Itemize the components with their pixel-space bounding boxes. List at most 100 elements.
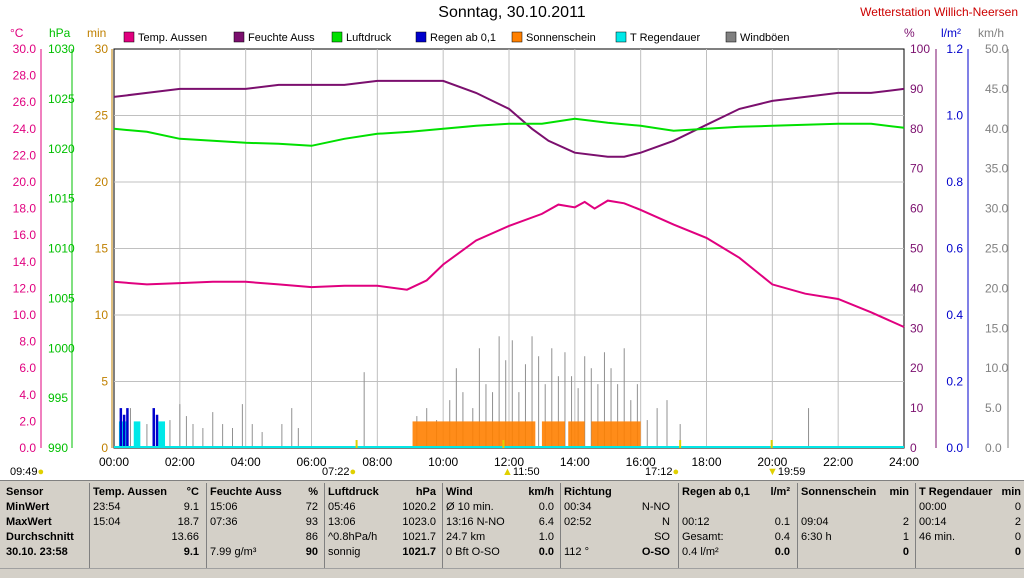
stats-cell-label: 7.99 g/m³ (210, 546, 257, 558)
stats-row: 13:06 1023.0 (328, 515, 436, 530)
stats-cell-value: 9.1 (183, 546, 199, 558)
humidity-tick-label: 20 (910, 361, 924, 375)
stats-row: 23:54 9.1 (93, 500, 199, 515)
temp-tick-label: 22.0 (13, 148, 37, 162)
legend-label: Regen ab 0,1 (430, 32, 496, 44)
stats-cell-value: 1.0 (538, 531, 554, 543)
temp-tick-label: 24.0 (13, 122, 37, 136)
stats-cell-value: N-NO (641, 501, 670, 513)
temp-tick-label: 4.0 (19, 388, 36, 402)
x-tick-label: 00:00 (99, 455, 129, 469)
stats-header-unit: hPa (415, 486, 436, 498)
rain-unit-label: l/m² (941, 26, 961, 40)
legend-label: Feuchte Auss (248, 32, 315, 44)
wind-tick-label: 20.0 (985, 281, 1009, 295)
humidity-tick-label: 30 (910, 321, 924, 335)
stats-cell-value: 0 (1014, 501, 1021, 513)
legend-label: Windböen (740, 32, 790, 44)
humidity-line (113, 79, 905, 158)
legend-label: Temp. Aussen (138, 32, 207, 44)
rain-bar (122, 414, 126, 448)
stats-column-header: Feuchte Auss% (210, 484, 318, 500)
rain-bar (152, 408, 155, 448)
stats-column: Feuchte Auss% 15:06 72 07:36 93 86 7.99 g/m³ 90 (210, 484, 318, 574)
stats-cell-value: 9.1 (183, 501, 199, 513)
stats-row: 0 (919, 545, 1021, 560)
stats-cell-value: 0.4 (774, 531, 790, 543)
stats-cell-label: 6:30 h (801, 531, 832, 543)
wind-unit-label: km/h (978, 26, 1004, 40)
stats-cell-value: 2 (902, 516, 909, 528)
wind-tick-label: 45.0 (985, 82, 1009, 96)
wind-tick-label: 40.0 (985, 122, 1009, 136)
stats-row: 24.7 km 1.0 (446, 530, 554, 545)
stats-column: Wind km/h Ø 10 min. 0.0 13:16 N-NO 6.4 24.7 km… (446, 484, 554, 574)
humidity-tick-label: 50 (910, 242, 924, 256)
stats-header-label: Sensor (6, 486, 44, 498)
stats-separator (915, 483, 916, 575)
humidity-tick-label: 40 (910, 281, 924, 295)
x-tick-label: 02:00 (165, 455, 195, 469)
stats-cell-label: 0.4 l/m² (682, 546, 719, 558)
stats-cell-label: 00:00 (919, 501, 947, 513)
stats-row: 02:52 N (564, 515, 670, 530)
stats-row: 86 (210, 530, 318, 545)
x-tick-label: 12:00 (494, 455, 524, 469)
wind-tick-label: 50.0 (985, 42, 1009, 56)
stats-separator (560, 483, 561, 575)
x-tick-label: 08:00 (362, 455, 392, 469)
stats-row-label: MaxWert (6, 516, 52, 528)
stats-cell-label: 00:34 (564, 501, 592, 513)
legend-swatch (123, 31, 135, 43)
noon-marker: ▲11:50 (502, 466, 540, 478)
stats-column-header: Luftdruck hPa (328, 484, 436, 500)
sunshine-span (568, 421, 585, 448)
stats-row: 00:34 N-NO (564, 500, 670, 515)
stats-column-header: Regen ab 0,1 l/m² (682, 484, 790, 500)
stats-cell-label: 13:16 N-NO (446, 516, 505, 528)
temp-tick-label: 28.0 (13, 69, 37, 83)
pressure-tick-label: 1020 (48, 142, 75, 156)
stats-column: Sonnenschein min 09:04 2 6:30 h 1 0 (801, 484, 909, 574)
stats-header-label: Sonnenschein (801, 486, 877, 498)
stats-column: Regen ab 0,1 l/m² 00:12 0.1 Gesamt: 0.4 0.4 l/… (682, 484, 790, 574)
pressure-tick-label: 995 (48, 391, 68, 405)
stats-cell-value: 13.66 (171, 531, 199, 543)
stats-cell-label: 07:36 (210, 516, 238, 528)
pressure-tick-label: 1005 (48, 291, 75, 305)
wind-tick-label: 0.0 (985, 441, 1002, 455)
legend-swatch (233, 31, 245, 43)
humidity-tick-label: 100 (910, 42, 930, 56)
stats-row: MaxWert (6, 515, 86, 530)
stats-header-unit: min (1001, 486, 1021, 498)
stats-row (682, 500, 790, 515)
minutes-tick-label: 15 (95, 242, 109, 256)
stats-header-label: Wind (446, 486, 473, 498)
x-tick-label: 16:00 (626, 455, 656, 469)
legend-label: Luftdruck (346, 32, 392, 44)
stats-row: Gesamt: 0.4 (682, 530, 790, 545)
humidity-tick-label: 10 (910, 401, 924, 415)
stats-cell-label: ^0.8hPa/h (328, 531, 378, 543)
stats-column: Luftdruck hPa 05:46 1020.2 13:06 1023.0 ^0.8hP… (328, 484, 436, 574)
pressure-tick-label: 1000 (48, 341, 75, 355)
stats-row: 0 (801, 545, 909, 560)
minutes-tick-label: 0 (101, 441, 108, 455)
rain-tick-label: 0.6 (946, 242, 963, 256)
stats-row: 6:30 h 1 (801, 530, 909, 545)
sunshine-span (412, 421, 536, 448)
stats-cell-value: 2 (1014, 516, 1021, 528)
stats-row: 07:36 93 (210, 515, 318, 530)
minutes-unit-label: min (87, 26, 106, 40)
humidity-tick-label: 60 (910, 202, 924, 216)
pressure-line (113, 117, 905, 147)
temp-tick-label: 26.0 (13, 95, 37, 109)
stats-cell-label: 15:06 (210, 501, 238, 513)
stats-row: Ø 10 min. 0.0 (446, 500, 554, 515)
rain-duration-bar (133, 421, 141, 448)
pressure-tick-label: 1025 (48, 92, 75, 106)
humidity-tick-label: 80 (910, 122, 924, 136)
humidity-tick-label: 90 (910, 82, 924, 96)
stats-column-header: Sonnenschein min (801, 484, 909, 500)
stats-separator (89, 483, 90, 575)
